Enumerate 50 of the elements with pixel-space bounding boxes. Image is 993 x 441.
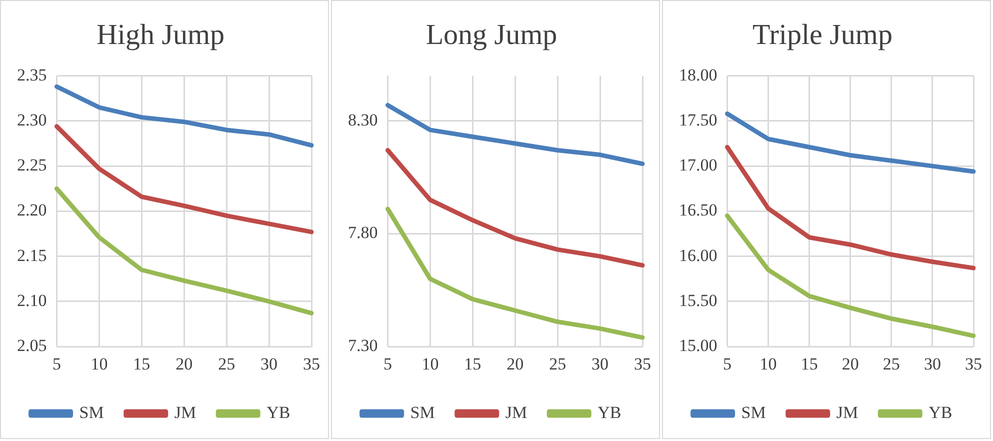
- y-tick-label: 17.50: [679, 110, 718, 130]
- x-tick-label: 25: [882, 354, 900, 374]
- legend-label: YB: [598, 402, 622, 422]
- legend-label: SM: [410, 402, 435, 422]
- x-tick-label: 5: [723, 354, 732, 374]
- x-tick-label: 15: [464, 354, 482, 374]
- x-tick-label: 25: [218, 354, 236, 374]
- chart-title: High Jump: [96, 19, 225, 52]
- y-tick-label: 15.50: [679, 290, 718, 310]
- y-tick-label: 16.00: [679, 246, 718, 265]
- x-tick-label: 30: [260, 354, 278, 374]
- y-tick-label: 2.10: [17, 290, 47, 310]
- x-tick-label: 25: [549, 354, 566, 374]
- y-tick-label: 2.35: [17, 65, 47, 84]
- legend-label: JM: [505, 402, 528, 422]
- y-tick-label: 2.05: [17, 336, 47, 356]
- chart-title: Long Jump: [426, 19, 558, 52]
- chart-title: Triple Jump: [752, 19, 892, 52]
- y-tick-label: 17.00: [679, 156, 718, 175]
- y-tick-label: 7.30: [348, 336, 378, 356]
- y-tick-label: 8.30: [348, 110, 378, 130]
- legend-label: YB: [928, 402, 952, 422]
- x-tick-label: 15: [800, 354, 818, 374]
- x-tick-label: 30: [592, 354, 609, 374]
- y-tick-label: 16.50: [679, 200, 718, 220]
- x-tick-label: 30: [924, 354, 941, 374]
- x-tick-label: 10: [90, 354, 108, 374]
- legend-label: YB: [266, 402, 290, 422]
- x-tick-label: 10: [422, 354, 439, 374]
- legend-label: SM: [741, 402, 766, 422]
- y-tick-label: 2.20: [17, 200, 47, 220]
- x-tick-label: 35: [303, 354, 320, 374]
- x-tick-label: 15: [133, 354, 150, 374]
- y-tick-label: 2.30: [17, 110, 47, 130]
- x-tick-label: 35: [634, 354, 651, 374]
- y-tick-label: 2.15: [17, 246, 47, 265]
- x-tick-label: 5: [384, 354, 392, 374]
- x-tick-label: 20: [176, 354, 193, 374]
- x-tick-label: 10: [760, 354, 777, 374]
- legend-label: SM: [79, 402, 104, 422]
- legend-label: JM: [174, 402, 196, 422]
- y-tick-label: 18.00: [679, 65, 718, 84]
- x-tick-label: 20: [506, 354, 524, 374]
- y-tick-label: 15.00: [679, 336, 718, 356]
- y-tick-label: 2.25: [17, 156, 47, 175]
- y-tick-label: 7.80: [348, 223, 378, 242]
- x-tick-label: 35: [965, 354, 982, 374]
- x-tick-label: 20: [842, 354, 859, 374]
- legend-label: JM: [836, 402, 858, 422]
- x-tick-label: 5: [52, 354, 61, 374]
